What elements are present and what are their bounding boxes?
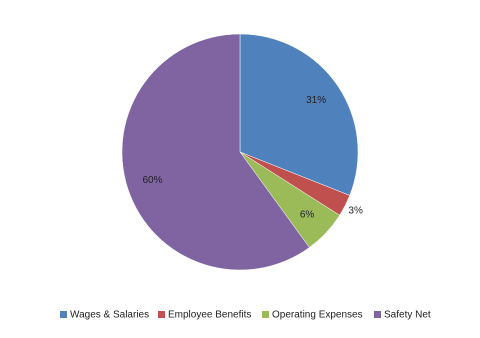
legend-label: Operating Expenses — [272, 310, 363, 321]
legend-label: Wages & Salaries — [70, 310, 149, 321]
legend-swatch — [262, 311, 269, 318]
legend-swatch — [60, 311, 67, 318]
legend-label: Employee Benefits — [168, 310, 251, 321]
data-label: 3% — [348, 206, 363, 217]
legend-swatch — [158, 311, 165, 318]
pie-slice — [239, 33, 359, 196]
legend-swatch — [374, 311, 381, 318]
legend-label: Safety Net — [384, 310, 431, 321]
data-label: 60% — [142, 175, 162, 186]
data-label: 6% — [300, 210, 315, 221]
pie-slice — [121, 33, 310, 271]
data-label: 31% — [306, 95, 326, 106]
